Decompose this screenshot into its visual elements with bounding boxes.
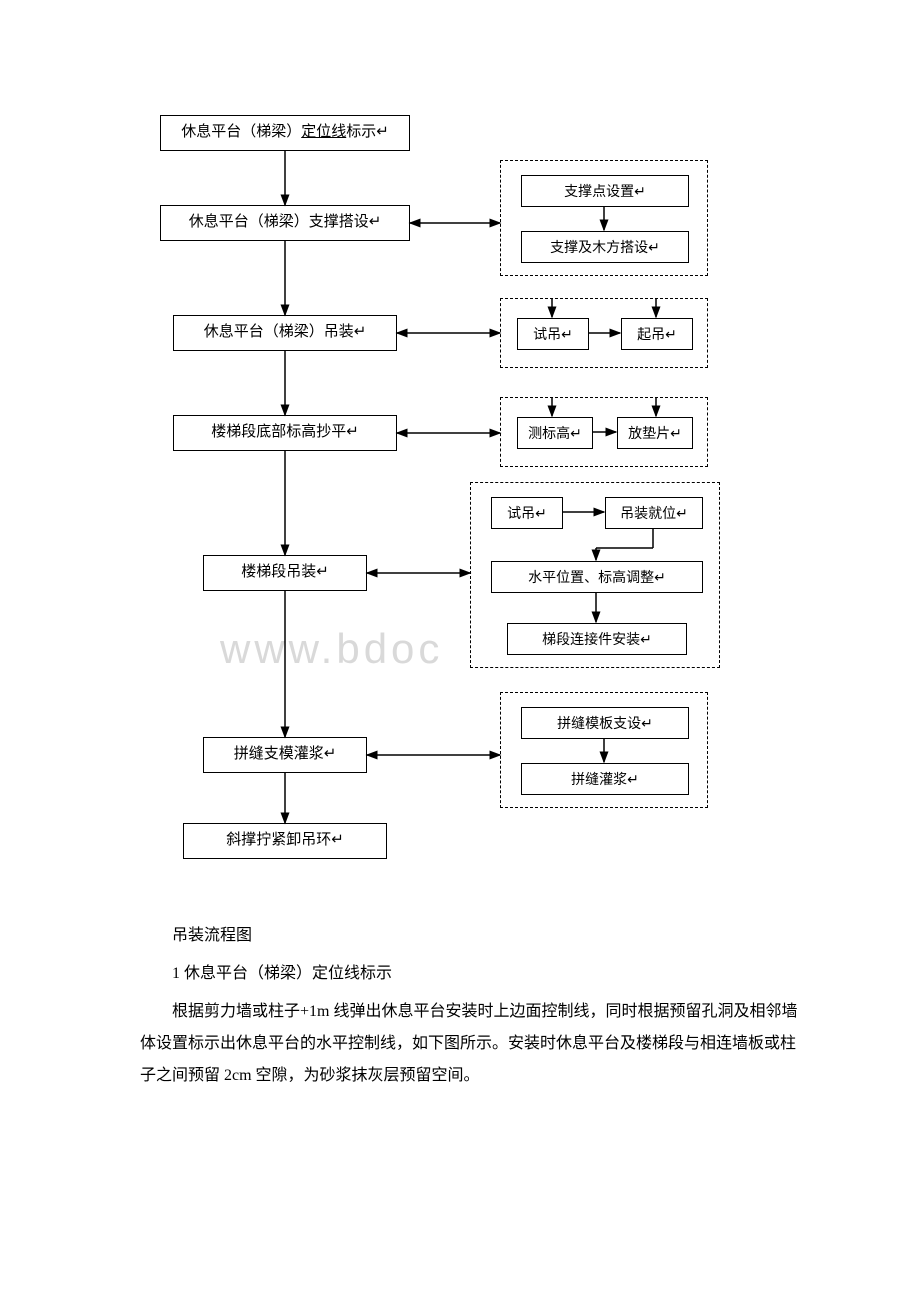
page: www.bdoc 休息平台（梯梁）定位线标示↵ 休息平台（梯梁）支撑搭设↵ 休息… (0, 0, 920, 1138)
connector-layer (0, 0, 920, 900)
flow-node-6: 拼缝支模灌浆↵ (203, 737, 367, 773)
flow-subnode: 测标高↵ (517, 417, 593, 449)
flow-subnode: 吊装就位↵ (605, 497, 703, 529)
flow-subnode: 支撑点设置↵ (521, 175, 689, 207)
flow-subnode: 起吊↵ (621, 318, 693, 350)
flow-subnode: 拼缝灌浆↵ (521, 763, 689, 795)
flow-node-3: 休息平台（梯梁）吊装↵ (173, 315, 397, 351)
flow-group: 拼缝模板支设↵ 拼缝灌浆↵ (500, 692, 708, 808)
flow-group: 支撑点设置↵ 支撑及木方搭设↵ (500, 160, 708, 276)
flow-group: 测标高↵ 放垫片↵ (500, 397, 708, 467)
flow-subnode: 支撑及木方搭设↵ (521, 231, 689, 263)
body-text: 吊装流程图 1 休息平台（梯梁）定位线标示 根据剪力墙或柱子+1m 线弹出休息平… (0, 900, 920, 1138)
flow-subnode: 水平位置、标高调整↵ (491, 561, 703, 593)
flow-node-7: 斜撑拧紧卸吊环↵ (183, 823, 387, 859)
flow-subnode: 试吊↵ (517, 318, 589, 350)
flow-node-4: 楼梯段底部标高抄平↵ (173, 415, 397, 451)
flowchart-diagram: www.bdoc 休息平台（梯梁）定位线标示↵ 休息平台（梯梁）支撑搭设↵ 休息… (0, 0, 920, 900)
flow-subnode: 试吊↵ (491, 497, 563, 529)
paragraph-1: 根据剪力墙或柱子+1m 线弹出休息平台安装时上边面控制线，同时根据预留孔洞及相邻… (140, 996, 800, 1092)
section-heading: 1 休息平台（梯梁）定位线标示 (140, 958, 800, 990)
flow-subnode: 放垫片↵ (617, 417, 693, 449)
watermark: www.bdoc (220, 625, 443, 673)
flow-subnode: 梯段连接件安装↵ (507, 623, 687, 655)
diagram-caption: 吊装流程图 (140, 920, 800, 952)
flow-node-2: 休息平台（梯梁）支撑搭设↵ (160, 205, 410, 241)
flow-node-1: 休息平台（梯梁）定位线标示↵ (160, 115, 410, 151)
flow-node-5: 楼梯段吊装↵ (203, 555, 367, 591)
flow-subnode: 拼缝模板支设↵ (521, 707, 689, 739)
flow-group: 试吊↵ 起吊↵ (500, 298, 708, 368)
flow-group: 试吊↵ 吊装就位↵ 水平位置、标高调整↵ 梯段连接件安装↵ (470, 482, 720, 668)
